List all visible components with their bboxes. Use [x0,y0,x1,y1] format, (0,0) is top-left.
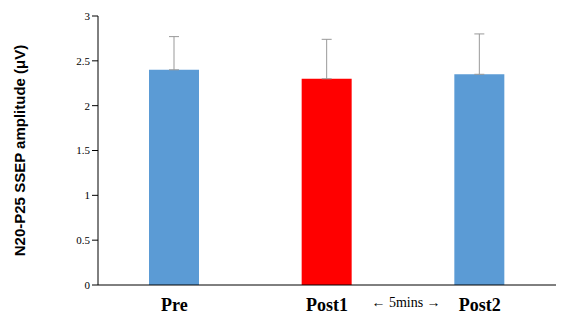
html-text:← 5mins →: ← 5mins → [371,295,441,310]
svg-text:0.5: 0.5 [76,234,90,246]
svg-text:3: 3 [85,10,91,22]
svg-text:Post2: Post2 [459,295,501,315]
svg-text:2: 2 [85,100,91,112]
svg-text:Pre: Pre [161,295,188,315]
svg-text:2.5: 2.5 [76,55,90,67]
svg-text:0: 0 [85,279,91,291]
svg-text:1.5: 1.5 [76,144,90,156]
svg-text:N20-P25 SSEP amplitude (μV): N20-P25 SSEP amplitude (μV) [11,45,28,256]
svg-text:Post1: Post1 [306,295,348,315]
svg-text:1: 1 [85,189,91,201]
